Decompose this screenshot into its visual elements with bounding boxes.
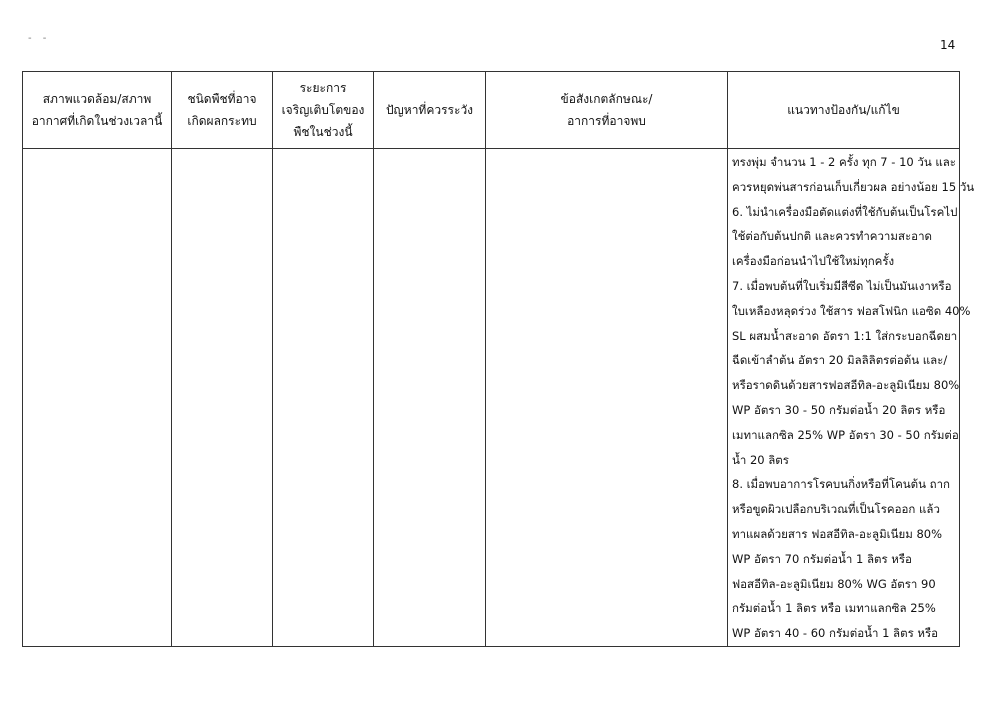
header-line: เจริญเติบโตของ (281, 103, 365, 117)
header-line: สภาพแวดล้อม/สภาพ (42, 92, 152, 106)
cell-growth-stage (272, 148, 374, 647)
prevention-text-line: WP อัตรา 30 - 50 กรัมต่อน้ำ 20 ลิตร หรือ (732, 402, 946, 417)
prevention-text-line: SL ผสมน้ำสะอาด อัตรา 1:1 ใส่กระบอกฉีดยา (732, 328, 958, 343)
header-line: ระยะการ (299, 81, 347, 95)
header-affected-crops: ชนิดพืชที่อาจเกิดผลกระทบ (171, 71, 273, 149)
prevention-text-line: ฟอสอีทิล-อะลูมิเนียม 80% WG อัตรา 90 (732, 576, 936, 591)
cell-affected-crops (171, 148, 273, 647)
header-symptoms: ข้อสังเกตลักษณะ/อาการที่อาจพบ (485, 71, 728, 149)
header-line: แนวทางป้องกัน/แก้ไข (787, 103, 900, 117)
cell-problems (373, 148, 486, 647)
prevention-text-line: ควรหยุดพ่นสารก่อนเก็บเกี่ยวผล อย่างน้อย … (732, 179, 975, 194)
header-growth-stage: ระยะการเจริญเติบโตของพืชในช่วงนี้ (272, 71, 374, 149)
cell-prevention: ทรงพุ่ม จำนวน 1 - 2 ครั้ง ทุก 7 - 10 วัน… (727, 148, 975, 647)
page-number: 14 (940, 38, 956, 52)
header-line: เกิดผลกระทบ (187, 114, 257, 128)
prevention-text-line: 7. เมื่อพบต้นที่ใบเริ่มมีสีซีด ไม่เป็นมั… (732, 278, 952, 293)
prevention-text-line: ทาแผลด้วยสาร ฟอสอีทิล-อะลูมิเนียม 80% (732, 526, 942, 541)
prevention-text-line: ทรงพุ่ม จำนวน 1 - 2 ครั้ง ทุก 7 - 10 วัน… (732, 155, 956, 169)
header-line: พืชในช่วงนี้ (293, 125, 353, 139)
prevention-text-line: ใบเหลืองหลุดร่วง ใช้สาร ฟอสโฟนิก แอซิด 4… (732, 303, 971, 318)
cell-symptoms (485, 148, 728, 647)
header-line: ข้อสังเกตลักษณะ/ (560, 92, 653, 106)
header-problems: ปัญหาที่ควรระวัง (373, 71, 486, 149)
prevention-text-line: 6. ไม่นำเครื่องมือตัดแต่งที่ใช้กับต้นเป็… (732, 204, 958, 219)
prevention-text-line: หรือราดดินด้วยสารฟอสอีทิล-อะลูมิเนียม 80… (732, 378, 960, 393)
table-row: ทรงพุ่ม จำนวน 1 - 2 ครั้ง ทุก 7 - 10 วัน… (22, 148, 975, 647)
prevention-text-line: 8. เมื่อพบอาการโรคบนกิ่งหรือที่โคนต้น ถา… (732, 477, 951, 492)
header-environment: สภาพแวดล้อม/สภาพอากาศที่เกิดในช่วงเวลานี… (22, 71, 172, 149)
prevention-text-line: น้ำ 20 ลิตร (732, 452, 789, 467)
prevention-text-line: ฉีดเข้าลำต้น อัตรา 20 มิลลิลิตรต่อต้น แล… (732, 353, 948, 368)
header-line: อากาศที่เกิดในช่วงเวลานี้ (31, 114, 163, 128)
header-line: ชนิดพืชที่อาจ (187, 92, 257, 106)
header-prevention: แนวทางป้องกัน/แก้ไข (727, 71, 960, 149)
scan-marks: - - (28, 33, 51, 44)
prevention-text-line: หรือขูดผิวเปลือกบริเวณที่เป็นโรคออก แล้ว (732, 502, 940, 517)
prevention-text-line: ใช้ต่อกับต้นปกติ และควรทำความสะอาด (732, 229, 932, 244)
cell-environment (22, 148, 172, 647)
header-line: ปัญหาที่ควรระวัง (385, 103, 474, 117)
prevention-text-line: กรัมต่อน้ำ 1 ลิตร หรือ เมทาแลกซิล 25% (732, 601, 936, 616)
prevention-text-line: เมทาแลกซิล 25% WP อัตรา 30 - 50 กรัมต่อ (732, 427, 959, 442)
prevention-text-line: WP อัตรา 40 - 60 กรัมต่อน้ำ 1 ลิตร หรือ (732, 626, 939, 641)
header-line: อาการที่อาจพบ (567, 114, 646, 128)
prevention-text-line: WP อัตรา 70 กรัมต่อน้ำ 1 ลิตร หรือ (732, 551, 912, 566)
prevention-text-line: เครื่องมือก่อนนำไปใช้ใหม่ทุกครั้ง (732, 254, 895, 269)
crop-advisory-table: สภาพแวดล้อม/สภาพอากาศที่เกิดในช่วงเวลานี… (22, 71, 975, 647)
table-header-row: สภาพแวดล้อม/สภาพอากาศที่เกิดในช่วงเวลานี… (22, 71, 960, 149)
